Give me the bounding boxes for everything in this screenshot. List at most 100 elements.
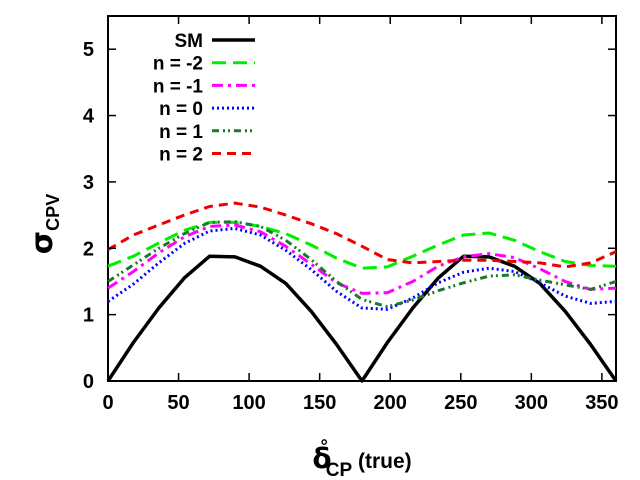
x-tick-label: 0 (102, 392, 113, 414)
series-line (107, 220, 617, 309)
data-point (234, 256, 236, 258)
data-point (539, 282, 541, 284)
data-point (488, 259, 490, 261)
data-point (387, 306, 389, 308)
data-point (437, 265, 439, 267)
data-point (564, 266, 566, 268)
data-point (310, 223, 312, 225)
data-point (463, 271, 465, 273)
legend-label: n = 0 (159, 99, 203, 120)
legend-item: n = -1 (153, 76, 255, 97)
data-point (107, 287, 109, 289)
data-point (158, 247, 160, 249)
data-point (361, 293, 363, 295)
data-point (107, 281, 109, 283)
data-point (437, 277, 439, 279)
data-point (463, 282, 465, 284)
legend-label: n = -1 (153, 76, 204, 97)
y-tick-label: 0 (83, 371, 94, 393)
series-4 (107, 220, 617, 309)
x-tick-label: 150 (303, 392, 336, 414)
data-point (590, 289, 592, 291)
data-point (412, 281, 414, 283)
legend-item: n = 2 (159, 145, 255, 166)
legend-item: n = 0 (159, 99, 255, 120)
ticks-layer: 0 50 100 150 200 250 300 350 0 1 2 3 4 5 (83, 16, 619, 414)
x-axis-title: δ° CP (true) (312, 436, 411, 480)
data-point (361, 245, 363, 247)
data-point (615, 301, 617, 303)
data-point (539, 251, 541, 253)
series-0 (106, 254, 618, 383)
x-axis-symbol: δ (312, 442, 331, 475)
data-point (209, 222, 211, 224)
data-point (564, 311, 566, 313)
data-point (514, 271, 516, 273)
data-point (514, 240, 516, 242)
data-point (615, 251, 617, 253)
data-point (133, 255, 135, 257)
data-point (260, 265, 262, 267)
data-point (437, 244, 439, 246)
data-point (310, 244, 312, 246)
data-point (564, 261, 566, 263)
data-point (133, 283, 135, 285)
series-line (107, 223, 617, 295)
data-point (260, 234, 262, 236)
legend-item: n = -2 (153, 54, 255, 75)
data-point (310, 259, 312, 261)
y-tick-label: 5 (83, 39, 94, 61)
data-point (285, 233, 287, 235)
data-point (361, 380, 363, 382)
data-point (615, 265, 617, 267)
data-point (336, 291, 338, 293)
data-point (234, 221, 236, 223)
data-point (209, 255, 211, 257)
series-layer (106, 201, 618, 383)
data-point (133, 264, 135, 266)
series-2 (107, 223, 617, 295)
data-point (590, 265, 592, 267)
data-point (336, 233, 338, 235)
x-axis-suffix: (true) (352, 450, 412, 473)
data-point (183, 233, 185, 235)
data-point (260, 231, 262, 233)
data-point (133, 234, 135, 236)
series-3 (107, 226, 617, 311)
data-point (387, 342, 389, 344)
data-point (539, 262, 541, 264)
series-line (107, 226, 617, 311)
data-point (412, 262, 414, 264)
y-axis-title: σCPV (25, 194, 63, 254)
data-point (514, 265, 516, 267)
x-tick-label: 200 (374, 392, 407, 414)
data-point (183, 214, 185, 216)
data-point (590, 303, 592, 305)
y-tick-label: 4 (83, 106, 95, 128)
data-point (387, 259, 389, 261)
x-tick-label: 100 (232, 392, 265, 414)
data-point (514, 261, 516, 263)
legend-label: SM (175, 31, 204, 52)
legend-label: n = 2 (159, 145, 203, 166)
data-point (133, 342, 135, 344)
data-point (615, 287, 617, 289)
data-point (387, 309, 389, 311)
series-line (106, 254, 618, 383)
data-point (285, 249, 287, 251)
data-point (488, 256, 490, 258)
data-point (488, 267, 490, 269)
data-point (463, 256, 465, 258)
data-point (514, 274, 516, 276)
y-axis-subscript: CPV (43, 194, 63, 231)
data-point (336, 281, 338, 283)
data-point (437, 290, 439, 292)
x-axis-subscript: CP (326, 460, 353, 480)
series-5 (107, 201, 617, 269)
x-tick-label: 350 (585, 392, 618, 414)
legend-label: n = -2 (153, 54, 203, 75)
data-point (564, 281, 566, 283)
data-point (107, 265, 109, 267)
data-point (209, 206, 211, 208)
x-tick-label: 50 (167, 392, 189, 414)
